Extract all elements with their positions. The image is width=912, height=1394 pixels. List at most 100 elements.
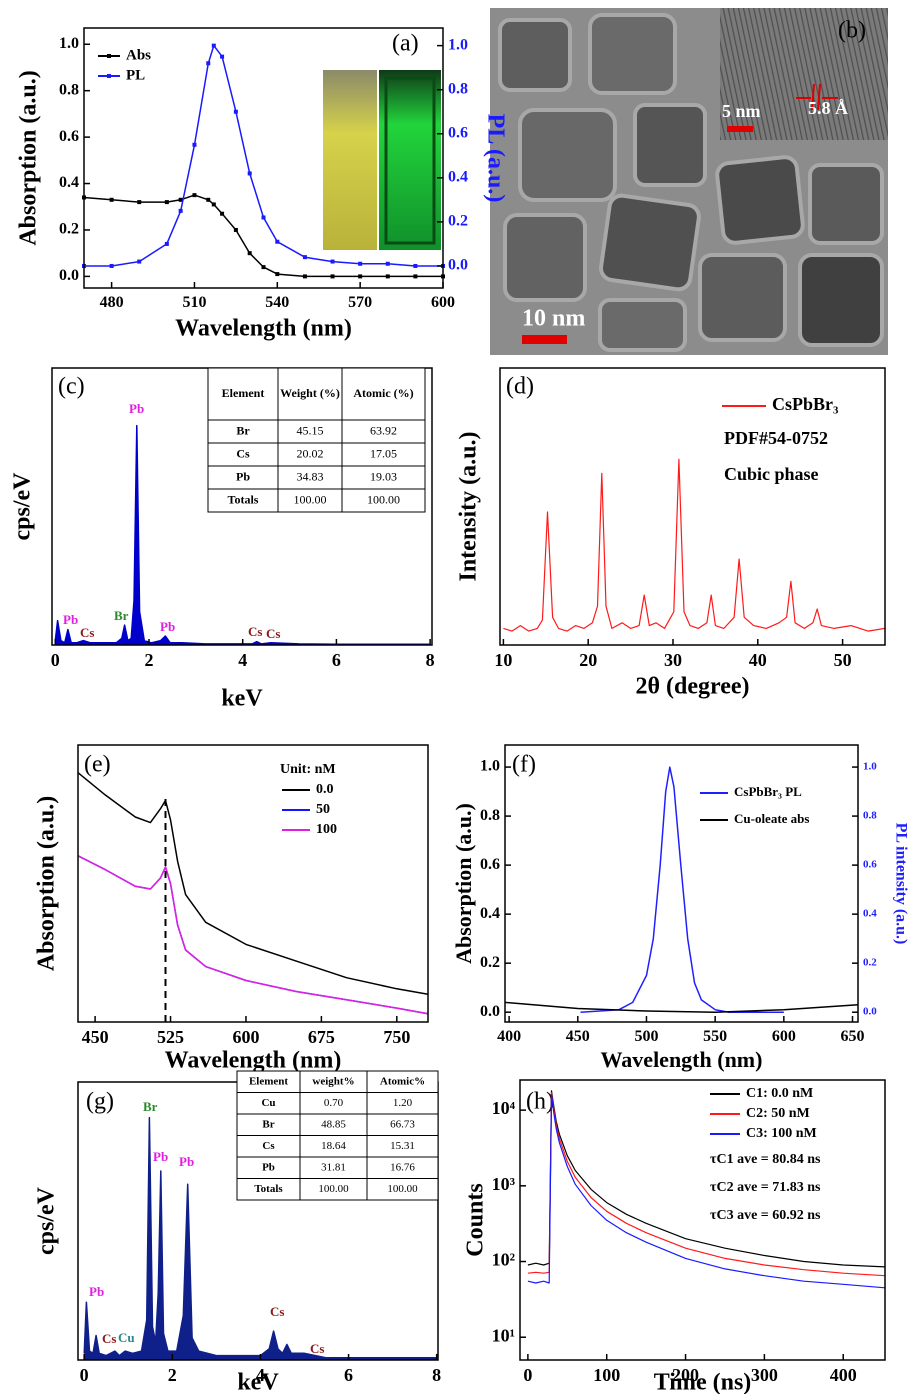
- y-tick-label: 0.8: [480, 807, 500, 824]
- vial-green: [379, 70, 441, 250]
- peak-label: Pb: [129, 401, 144, 416]
- peak-label: Pb: [89, 1284, 104, 1299]
- marker: [302, 255, 307, 260]
- y2-tick-label: 0.0: [448, 257, 468, 274]
- peak-label: Cs: [80, 625, 94, 640]
- table-text: 20.02: [297, 446, 324, 460]
- peak-label: Cs: [102, 1331, 116, 1346]
- annotation: 5 nm: [722, 101, 761, 121]
- series-line: [503, 458, 886, 632]
- vial-yellow: [323, 70, 377, 250]
- table-text: 63.92: [370, 423, 397, 437]
- y2-tick-label: 0.8: [448, 80, 468, 97]
- series-line: [527, 1094, 886, 1289]
- table-cell: [341, 367, 426, 421]
- nanocube: [588, 13, 677, 95]
- table-text: 1.20: [393, 1097, 413, 1109]
- table-text: 100.00: [387, 1183, 418, 1195]
- x-axis-label: keV: [237, 1370, 279, 1394]
- marker: [385, 274, 390, 279]
- table-text: 15.31: [390, 1140, 415, 1152]
- x-axis-label: 2θ (degree): [635, 674, 749, 700]
- marker: [178, 197, 183, 202]
- x-axis-label: Wavelength (nm): [175, 316, 352, 342]
- x-tick-label: 40: [749, 650, 767, 670]
- table-text: Pb: [262, 1161, 275, 1173]
- legend-label: Cu-oleate abs: [734, 811, 809, 826]
- panel-label: (e): [84, 752, 111, 778]
- marker: [192, 142, 197, 147]
- x-tick-label: 450: [566, 1028, 590, 1045]
- table-text: 100.00: [318, 1183, 349, 1195]
- y2-axis-label: PL intensity (a.u.): [892, 823, 909, 945]
- peak-label: Cs: [310, 1341, 324, 1356]
- marker: [233, 227, 238, 232]
- legend-label: 0.0: [316, 782, 334, 797]
- x-tick-label: 30: [664, 650, 682, 670]
- y-tick-label: 0.4: [59, 174, 79, 191]
- x-tick-label: 750: [383, 1027, 410, 1047]
- x-tick-label: 100: [593, 1365, 620, 1385]
- nanocube: [599, 193, 701, 292]
- marker: [261, 265, 266, 270]
- x-tick-label: 570: [348, 294, 372, 311]
- annotation: Cubic phase: [724, 464, 819, 484]
- x-tick-label: 510: [182, 294, 206, 311]
- nanocube: [518, 108, 617, 202]
- marker: [137, 200, 142, 205]
- scale-bar: [727, 126, 753, 132]
- annotation: 10 nm: [522, 306, 585, 332]
- marker: [330, 274, 335, 279]
- marker: [211, 202, 216, 207]
- x-tick-label: 540: [265, 294, 289, 311]
- annotation: τC3 ave = 60.92 ns: [710, 1208, 821, 1223]
- x-tick-label: 450: [82, 1027, 109, 1047]
- peak-label: Pb: [153, 1149, 168, 1164]
- y-tick-label: 1.0: [59, 35, 79, 52]
- y2-tick-label: 1.0: [863, 761, 877, 773]
- table-text: Cs: [262, 1140, 275, 1152]
- table-header: Element: [222, 386, 265, 400]
- hrtem-inset: [720, 8, 888, 140]
- spectrum: [54, 424, 431, 646]
- marker: [109, 197, 114, 202]
- y-tick-label: 10²: [492, 1250, 515, 1270]
- y-tick-label: 0.0: [480, 1003, 500, 1020]
- x-tick-label: 0: [80, 1365, 89, 1385]
- plot-frame: [499, 367, 886, 646]
- x-tick-label: 200: [672, 1365, 699, 1385]
- marker: [247, 171, 252, 176]
- y2-tick-label: 0.6: [448, 124, 468, 141]
- y-tick-label: 10⁴: [492, 1098, 516, 1118]
- x-tick-label: 600: [232, 1027, 259, 1047]
- legend-marker: [107, 74, 111, 78]
- table-cell: [341, 488, 426, 513]
- table-text: 45.15: [297, 423, 324, 437]
- x-tick-label: 20: [579, 650, 597, 670]
- y-tick-label: 0.2: [480, 954, 500, 971]
- panel-label: (g): [86, 1089, 114, 1115]
- marker: [413, 274, 418, 279]
- annotation: τC1 ave = 80.84 ns: [710, 1152, 821, 1167]
- y-axis-label: Absorption (a.u.): [451, 803, 476, 964]
- table-header: weight%: [312, 1075, 354, 1087]
- panel-label: (a): [392, 31, 419, 57]
- table-header: Weight (%): [280, 386, 340, 400]
- legend-title: Unit: nM: [280, 762, 336, 777]
- marker: [358, 261, 363, 266]
- marker: [220, 54, 225, 59]
- nanocube: [503, 213, 587, 302]
- marker: [275, 239, 280, 244]
- panel-label: (b): [838, 18, 866, 44]
- vial-outline: [384, 76, 436, 245]
- x-tick-label: 4: [256, 1365, 265, 1385]
- y2-tick-label: 1.0: [448, 36, 468, 53]
- y2-tick-label: 0.4: [863, 908, 877, 920]
- x-tick-label: 675: [308, 1027, 335, 1047]
- legend-label: CsPbBr₃ PL: [734, 784, 802, 799]
- y-tick-label: 10¹: [492, 1325, 515, 1345]
- y-tick-label: 10³: [492, 1174, 516, 1194]
- annotation: PDF#54-0752: [724, 428, 828, 448]
- x-tick-label: 50: [834, 650, 852, 670]
